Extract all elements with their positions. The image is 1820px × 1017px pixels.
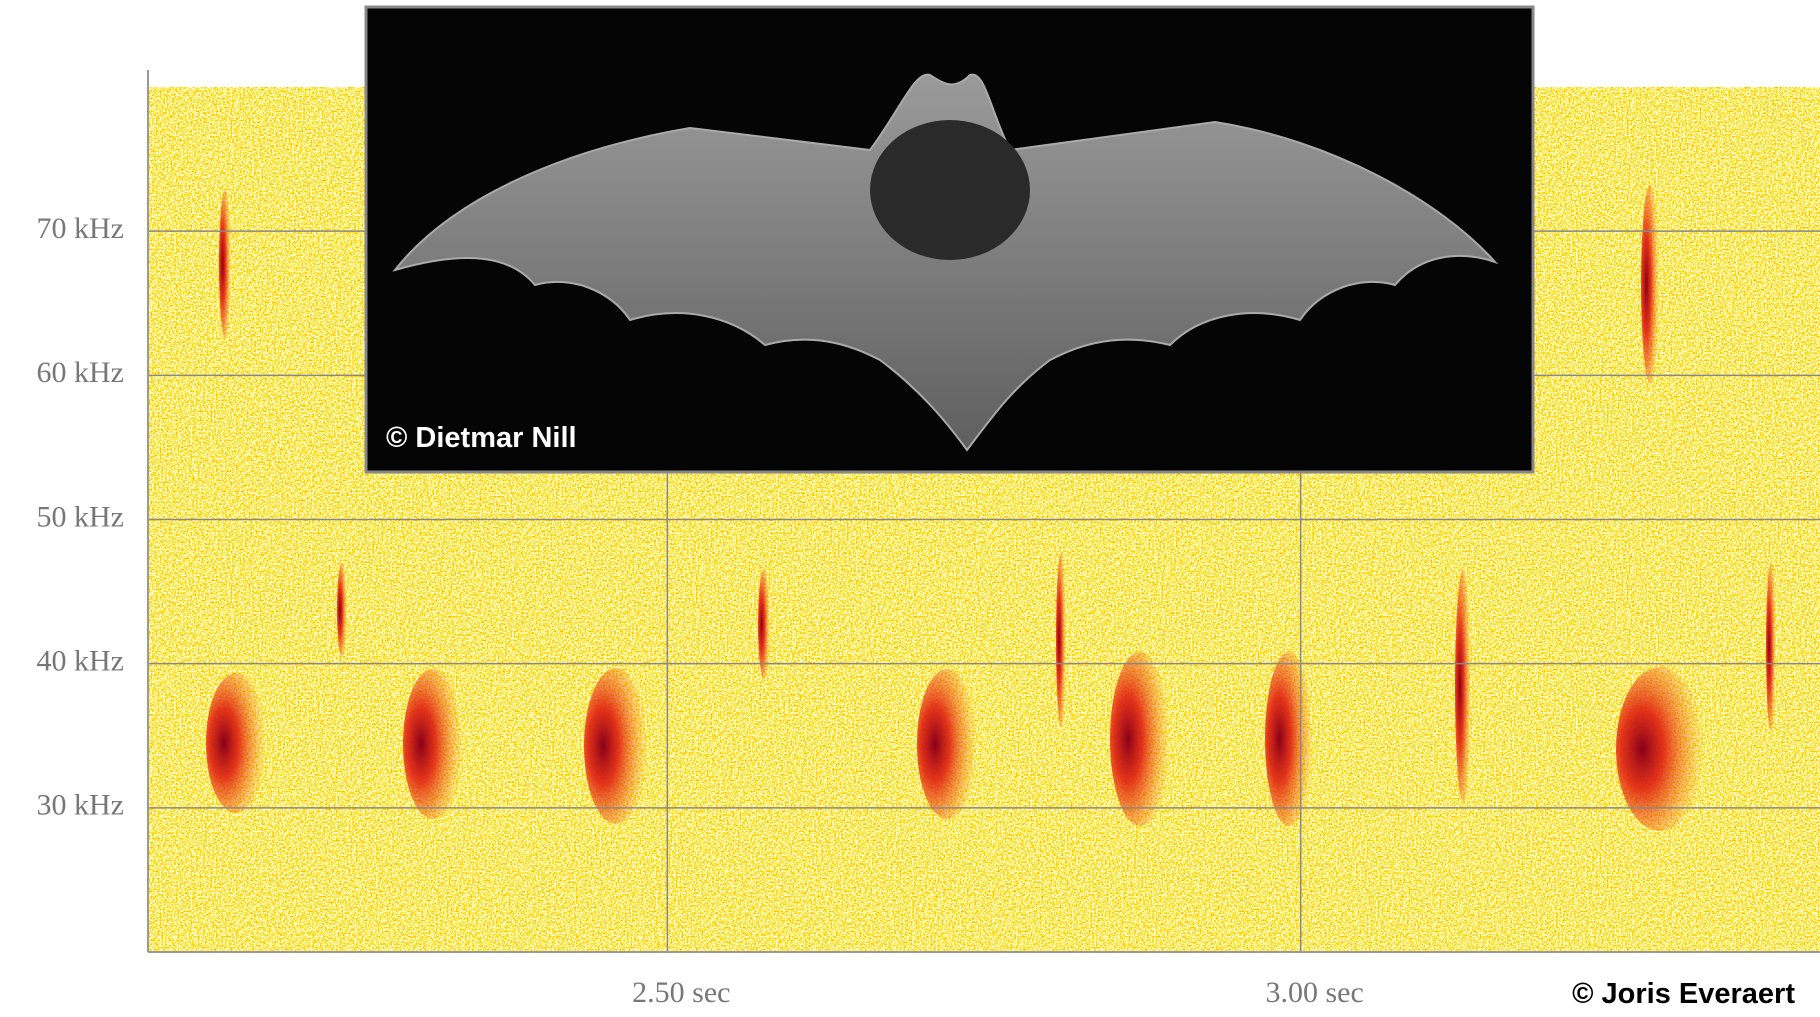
call (1641, 185, 1659, 383)
y-tick-label: 30 kHz (37, 789, 124, 822)
y-tick-label: 70 kHz (37, 212, 124, 245)
photo-credit: © Dietmar Nill (386, 422, 577, 454)
call (584, 668, 648, 824)
call (403, 669, 463, 819)
call (1265, 652, 1313, 826)
call (1110, 652, 1170, 826)
photo: © Dietmar Nill (366, 7, 1533, 472)
call (219, 190, 231, 338)
call (758, 569, 770, 679)
call (1766, 563, 1776, 731)
x-tick-label: 3.00 sec (1266, 976, 1364, 1009)
y-tick-label: 40 kHz (37, 645, 124, 678)
bat-body (870, 120, 1030, 260)
credit: © Joris Everaert (1572, 978, 1795, 1010)
page: © Joris Everaert 30 kHz 40 kHz 50 kHz 60 kH… (0, 0, 1820, 1017)
call (206, 673, 266, 813)
call (917, 669, 977, 819)
chart: © Joris Everaert 30 kHz 40 kHz 50 kHz 60 kH… (0, 0, 1820, 1017)
y-tick-label: 50 kHz (37, 500, 124, 533)
x-tick-label: 2.50 sec (632, 976, 730, 1009)
y-tick-label: 60 kHz (37, 356, 124, 389)
call (1056, 553, 1066, 727)
call (337, 563, 347, 657)
call (1616, 667, 1704, 831)
call (1455, 570, 1471, 802)
